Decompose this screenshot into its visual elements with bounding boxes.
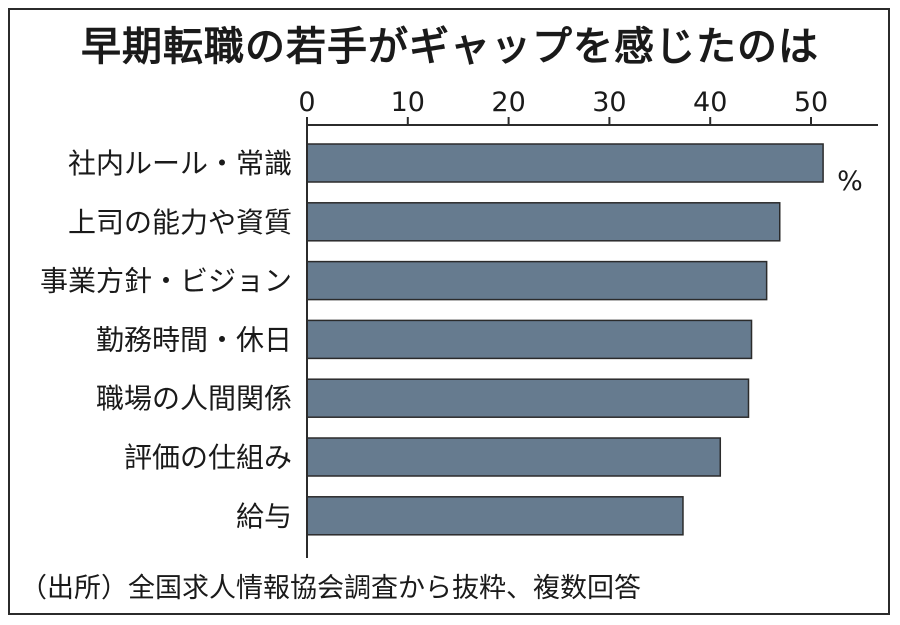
bar [306,143,824,183]
bar [306,202,781,242]
category-label: 職場の人間関係 [96,382,292,415]
x-tick-label: 50 [794,87,828,118]
category-label: 社内ルール・常識 [68,147,292,180]
x-tick-label: 10 [391,87,425,118]
category-labels: 社内ルール・常識上司の能力や資質事業方針・ビジョン勤務時間・休日職場の人間関係評… [40,147,292,533]
x-tick-label: 20 [491,87,525,118]
x-tick-label: 40 [693,87,727,118]
source-note: （出所）全国求人情報協会調査から抜粋、複数回答 [20,573,641,604]
category-label: 評価の仕組み [124,441,292,474]
category-label: 勤務時間・休日 [96,323,292,356]
chart-title: 早期転職の若手がギャップを感じたのは [81,24,819,70]
bar [306,319,753,360]
x-tick-label: 0 [298,87,315,118]
category-label: 上司の能力や資質 [68,206,292,239]
bar [306,260,768,301]
x-axis-ticks: 0 10 20 30 40 50 [298,87,828,125]
bar [306,496,684,536]
bars [306,143,824,536]
category-label: 給与 [236,500,292,533]
bar [306,437,722,477]
bar [306,378,750,418]
x-tick-label: 30 [592,87,626,118]
category-label: 事業方針・ビジョン [40,265,292,298]
unit-label: % [837,166,863,197]
